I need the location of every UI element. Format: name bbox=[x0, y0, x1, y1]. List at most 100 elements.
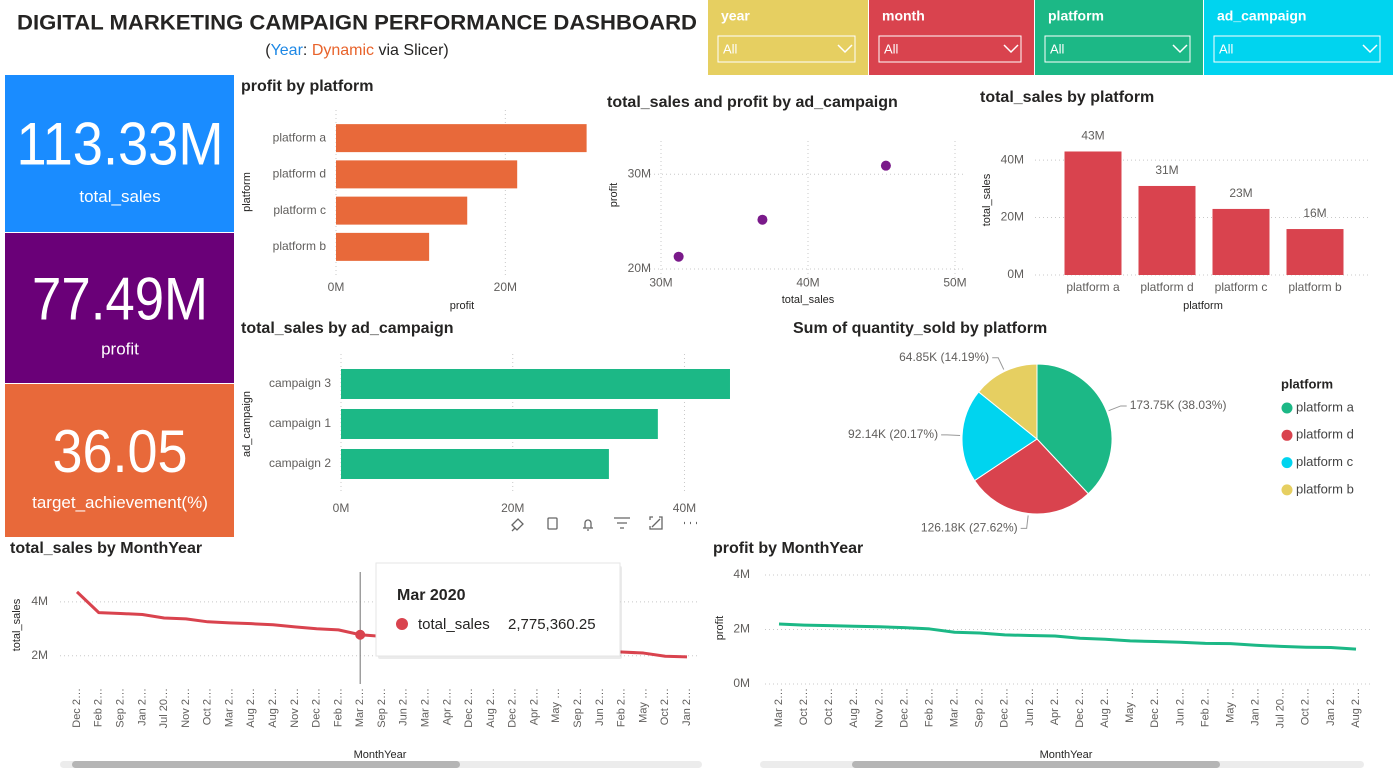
y-tick-label: platform d bbox=[273, 167, 326, 181]
slicer-dropdown[interactable] bbox=[717, 35, 856, 63]
x-tick-label: Aug 2… bbox=[485, 688, 497, 728]
x-tick-label: Dec 2… bbox=[311, 688, 323, 728]
x-tick-label: Apr 2… bbox=[528, 688, 540, 725]
bar[interactable] bbox=[341, 409, 658, 439]
slicer-label: month bbox=[882, 8, 925, 24]
scatter-point[interactable] bbox=[757, 214, 768, 225]
bar[interactable] bbox=[1212, 208, 1270, 275]
bar[interactable] bbox=[336, 124, 587, 153]
slicer-label: ad_campaign bbox=[1217, 8, 1306, 24]
dropdown-chevron bbox=[1172, 44, 1188, 54]
scatter-point[interactable] bbox=[880, 160, 891, 171]
y-tick-label: 30M bbox=[628, 166, 651, 180]
slicer-dropdown[interactable] bbox=[1044, 35, 1191, 63]
legend-marker bbox=[1281, 484, 1293, 496]
x-tick-label: Oct 2… bbox=[823, 688, 835, 725]
subtitle-text: via Slicer) bbox=[379, 42, 449, 59]
y-tick-label: 0M bbox=[733, 676, 750, 690]
leader-line bbox=[1108, 405, 1127, 412]
x-tick-label: Dec 2… bbox=[463, 688, 475, 728]
chart-title: total_sales by platform bbox=[980, 89, 1154, 106]
slicer-value: All bbox=[1219, 41, 1234, 56]
y-axis-title: platform bbox=[241, 172, 253, 212]
data-label: 173.75K (38.03%) bbox=[1130, 398, 1227, 412]
x-tick-label: Dec 2… bbox=[507, 688, 519, 728]
x-tick-label: Dec 2… bbox=[1149, 688, 1161, 728]
x-tick-label: Dec 2… bbox=[1074, 688, 1086, 728]
leader-line bbox=[992, 357, 1005, 370]
tooltip-value: 2,775,360.25 bbox=[508, 616, 596, 633]
y-axis-title: total_sales bbox=[11, 598, 23, 651]
bar[interactable] bbox=[336, 160, 518, 189]
y-axis-title: total_sales bbox=[981, 173, 993, 226]
charts: 0M 20M platform a platform d platform c platf… bbox=[10, 78, 1370, 761]
pie-slice[interactable] bbox=[977, 363, 1038, 441]
chart-title: profit by platform bbox=[241, 78, 373, 95]
slicer-value: All bbox=[1050, 41, 1065, 56]
x-axis-title: MonthYear bbox=[354, 749, 407, 761]
bar[interactable] bbox=[341, 449, 609, 479]
bar[interactable] bbox=[1138, 185, 1196, 275]
x-tick-label: Jan 2… bbox=[1250, 688, 1262, 726]
subtitle-text: ( bbox=[265, 42, 271, 59]
pie-slice[interactable] bbox=[1036, 363, 1113, 495]
y-tick-label: campaign 2 bbox=[269, 456, 331, 470]
tooltip-series: total_sales bbox=[418, 616, 490, 633]
y-axis-title: profit bbox=[714, 616, 726, 640]
legend-marker bbox=[1281, 429, 1293, 441]
bar[interactable] bbox=[336, 196, 468, 225]
x-tick-label: Aug 2… bbox=[245, 688, 257, 728]
legend-label[interactable]: platform c bbox=[1296, 454, 1354, 469]
x-tick-label: platform a bbox=[1066, 280, 1120, 294]
kpi-cards: 113.33M total_sales 77.49M profit 36.05 targe… bbox=[5, 75, 234, 537]
bar[interactable] bbox=[336, 232, 430, 261]
legend-label[interactable]: platform d bbox=[1296, 427, 1354, 442]
y-tick-label: campaign 3 bbox=[269, 376, 331, 390]
line-series[interactable] bbox=[778, 622, 1357, 651]
x-tick-label: Mar 2… bbox=[354, 688, 366, 727]
kpi-label: total_sales bbox=[79, 187, 160, 206]
scrollbar-thumb[interactable] bbox=[852, 761, 1220, 768]
pin-icon[interactable] bbox=[511, 518, 524, 532]
slicer-label: year bbox=[721, 8, 750, 24]
x-tick-label: 0M bbox=[333, 501, 350, 515]
x-tick-label: 20M bbox=[494, 280, 517, 294]
x-tick-label: Oct 2… bbox=[1300, 688, 1312, 725]
scatter-point[interactable] bbox=[673, 251, 684, 262]
focus-icon[interactable] bbox=[649, 516, 663, 530]
dropdown-chevron bbox=[837, 44, 853, 54]
tooltip bbox=[375, 562, 621, 657]
legend-label[interactable]: platform b bbox=[1296, 481, 1354, 496]
pie-slice[interactable] bbox=[973, 438, 1089, 515]
x-tick-label: 0M bbox=[328, 280, 345, 294]
x-tick-label: Dec 2… bbox=[999, 688, 1011, 728]
y-tick-label: 4M bbox=[733, 567, 750, 581]
data-label: 64.85K (14.19%) bbox=[899, 350, 989, 364]
x-tick-label: Nov 2… bbox=[289, 688, 301, 728]
tooltip-title: Mar 2020 bbox=[397, 587, 466, 604]
legend-label[interactable]: platform a bbox=[1296, 399, 1355, 414]
x-tick-label: Nov 2… bbox=[873, 688, 885, 728]
bar[interactable] bbox=[1064, 151, 1122, 275]
bar[interactable] bbox=[1286, 229, 1344, 275]
data-label: 92.14K (20.17%) bbox=[848, 427, 938, 441]
x-tick-label: Aug 2… bbox=[848, 688, 860, 728]
copy-icon[interactable] bbox=[547, 517, 558, 530]
slicer-dropdown[interactable] bbox=[1213, 35, 1381, 63]
x-tick-label: Jul 20… bbox=[1275, 688, 1287, 728]
kpi-value: 113.33M bbox=[17, 111, 224, 178]
leader-line bbox=[1020, 515, 1029, 529]
filter-icon[interactable] bbox=[614, 517, 630, 529]
bar[interactable] bbox=[341, 369, 730, 399]
pie-slice[interactable] bbox=[961, 391, 1038, 482]
x-tick-label: Jul 20… bbox=[158, 688, 170, 728]
hover-point[interactable] bbox=[355, 629, 366, 640]
kpi-card bbox=[5, 233, 234, 383]
scrollbar-thumb[interactable] bbox=[72, 761, 460, 768]
x-tick-label: Jun 2… bbox=[1174, 688, 1186, 726]
alert-icon[interactable] bbox=[583, 519, 593, 531]
legend-marker bbox=[1281, 402, 1293, 414]
visual-header bbox=[511, 516, 697, 532]
x-tick-label: Sep 2… bbox=[974, 688, 986, 728]
slicer-dropdown[interactable] bbox=[878, 35, 1022, 63]
